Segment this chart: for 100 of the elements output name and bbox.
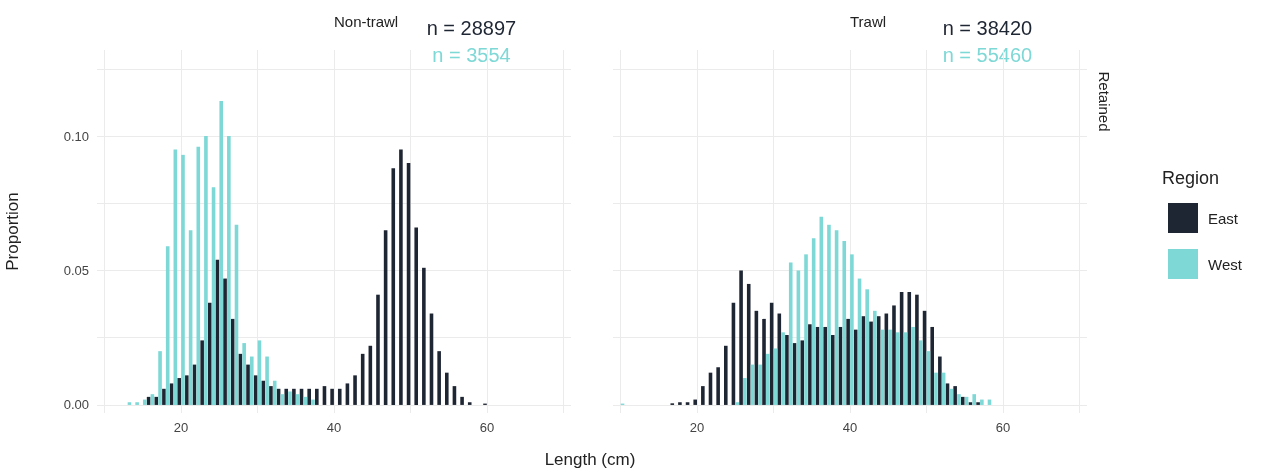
bar xyxy=(930,326,935,405)
x-tick-label: 20 xyxy=(689,420,705,435)
bar xyxy=(804,254,808,405)
bar xyxy=(292,388,296,405)
bar xyxy=(960,396,965,405)
bar xyxy=(701,386,705,405)
bar xyxy=(467,402,472,405)
bar xyxy=(781,332,785,405)
bar xyxy=(444,372,449,405)
bar xyxy=(723,345,728,405)
annotation: n = 55460 xyxy=(942,44,1033,66)
bar xyxy=(957,394,961,405)
bar xyxy=(399,149,403,405)
bar xyxy=(391,168,396,405)
bar xyxy=(127,402,132,405)
bar xyxy=(808,324,812,405)
y-tick-label: 0.10 xyxy=(63,128,89,144)
bar xyxy=(831,335,835,405)
bar xyxy=(735,402,740,405)
text: Retained xyxy=(1095,71,1113,132)
bar xyxy=(934,372,938,405)
bar xyxy=(200,340,204,405)
bar xyxy=(842,240,847,405)
bar xyxy=(743,378,747,405)
bar xyxy=(765,353,770,405)
bar xyxy=(716,367,720,405)
bar xyxy=(907,292,912,405)
bar xyxy=(853,329,858,405)
bar xyxy=(938,356,942,405)
bar xyxy=(869,321,873,405)
bar xyxy=(827,224,831,405)
y-tick-label: 0.00 xyxy=(63,397,89,413)
bar xyxy=(785,335,789,405)
bar xyxy=(230,318,235,405)
bar xyxy=(284,388,289,405)
bar xyxy=(330,388,334,405)
y-axis-title: Proportion xyxy=(2,192,22,271)
bar xyxy=(788,262,793,405)
bar xyxy=(353,375,357,405)
bar xyxy=(219,101,224,405)
x-tick-label: 60 xyxy=(479,420,495,435)
bar xyxy=(307,388,311,405)
bar xyxy=(888,329,892,405)
bar xyxy=(911,326,915,405)
legend-title: Region xyxy=(1162,168,1221,189)
bar xyxy=(953,386,957,405)
text: n = 38420 xyxy=(942,17,1033,39)
bar xyxy=(223,278,227,405)
bar xyxy=(242,343,246,405)
bar xyxy=(185,375,189,405)
y-tick-label: 0.05 xyxy=(63,262,89,278)
bar xyxy=(892,305,896,405)
bar xyxy=(177,378,182,405)
bar xyxy=(846,318,850,405)
bar xyxy=(972,394,977,405)
bar xyxy=(823,326,827,405)
bar xyxy=(685,402,690,405)
annotation: n = 3554 xyxy=(432,44,511,66)
chart-title: Non-trawl xyxy=(334,13,399,30)
bar xyxy=(976,402,980,405)
bar xyxy=(865,289,869,405)
chart-title: Trawl xyxy=(850,13,887,30)
bar xyxy=(762,318,766,405)
bar xyxy=(746,283,751,405)
bar xyxy=(162,388,166,405)
bar xyxy=(739,270,743,405)
bar xyxy=(949,388,954,405)
bar xyxy=(207,302,212,405)
bar xyxy=(154,396,159,405)
bar xyxy=(142,399,147,405)
bar xyxy=(980,399,984,405)
bar xyxy=(204,136,208,405)
bar xyxy=(265,356,269,405)
bar xyxy=(249,356,254,405)
bar xyxy=(693,399,698,405)
bar xyxy=(315,388,319,405)
bar xyxy=(196,146,201,405)
x-tick-label: 40 xyxy=(326,420,342,435)
x-tick-label: 20 xyxy=(173,420,189,435)
bar xyxy=(460,396,464,405)
bar xyxy=(376,294,380,405)
bar xyxy=(181,154,185,405)
bar xyxy=(311,399,315,405)
bar xyxy=(968,402,973,405)
bar xyxy=(135,402,139,405)
bar xyxy=(272,380,277,405)
bar xyxy=(850,254,854,405)
bar xyxy=(915,294,919,405)
bar xyxy=(414,227,419,405)
bar xyxy=(437,351,441,405)
bar xyxy=(288,391,292,405)
text: n = 28897 xyxy=(426,17,517,39)
bar xyxy=(873,310,877,405)
bar xyxy=(895,332,900,405)
bar xyxy=(246,364,250,405)
bar xyxy=(758,364,762,405)
bar xyxy=(269,386,273,405)
bar xyxy=(422,267,426,405)
legend-label: East xyxy=(1208,209,1239,227)
bar xyxy=(800,340,805,405)
